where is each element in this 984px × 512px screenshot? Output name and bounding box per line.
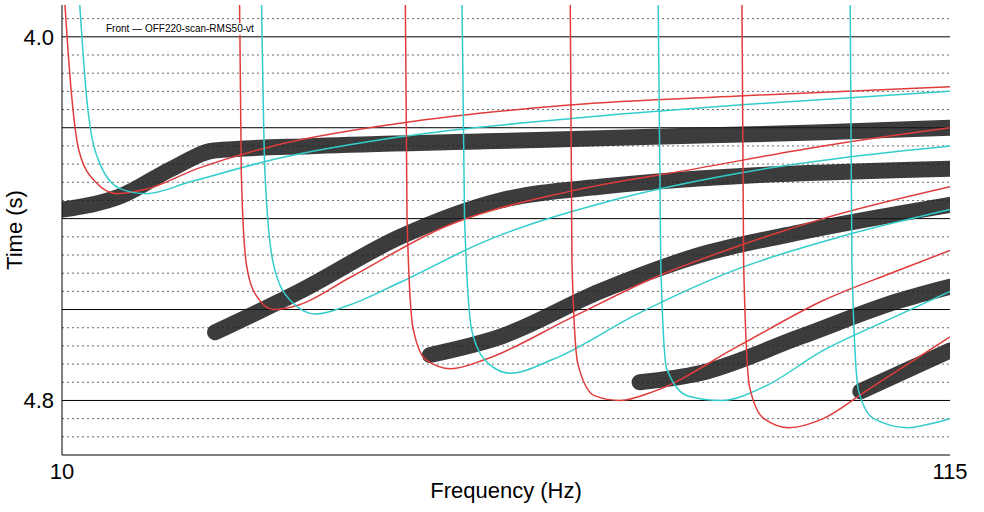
svg-text:4.0: 4.0 bbox=[23, 25, 54, 50]
svg-text:Time (s): Time (s) bbox=[2, 190, 27, 270]
svg-text:115: 115 bbox=[932, 459, 967, 484]
svg-text:Frequency (Hz): Frequency (Hz) bbox=[430, 478, 582, 503]
svg-text:10: 10 bbox=[50, 459, 74, 484]
svg-text:4.8: 4.8 bbox=[23, 388, 54, 413]
html-text:Front — OFF220-scan-RMS50-vt: Front — OFF220-scan-RMS50-vt bbox=[106, 23, 254, 34]
